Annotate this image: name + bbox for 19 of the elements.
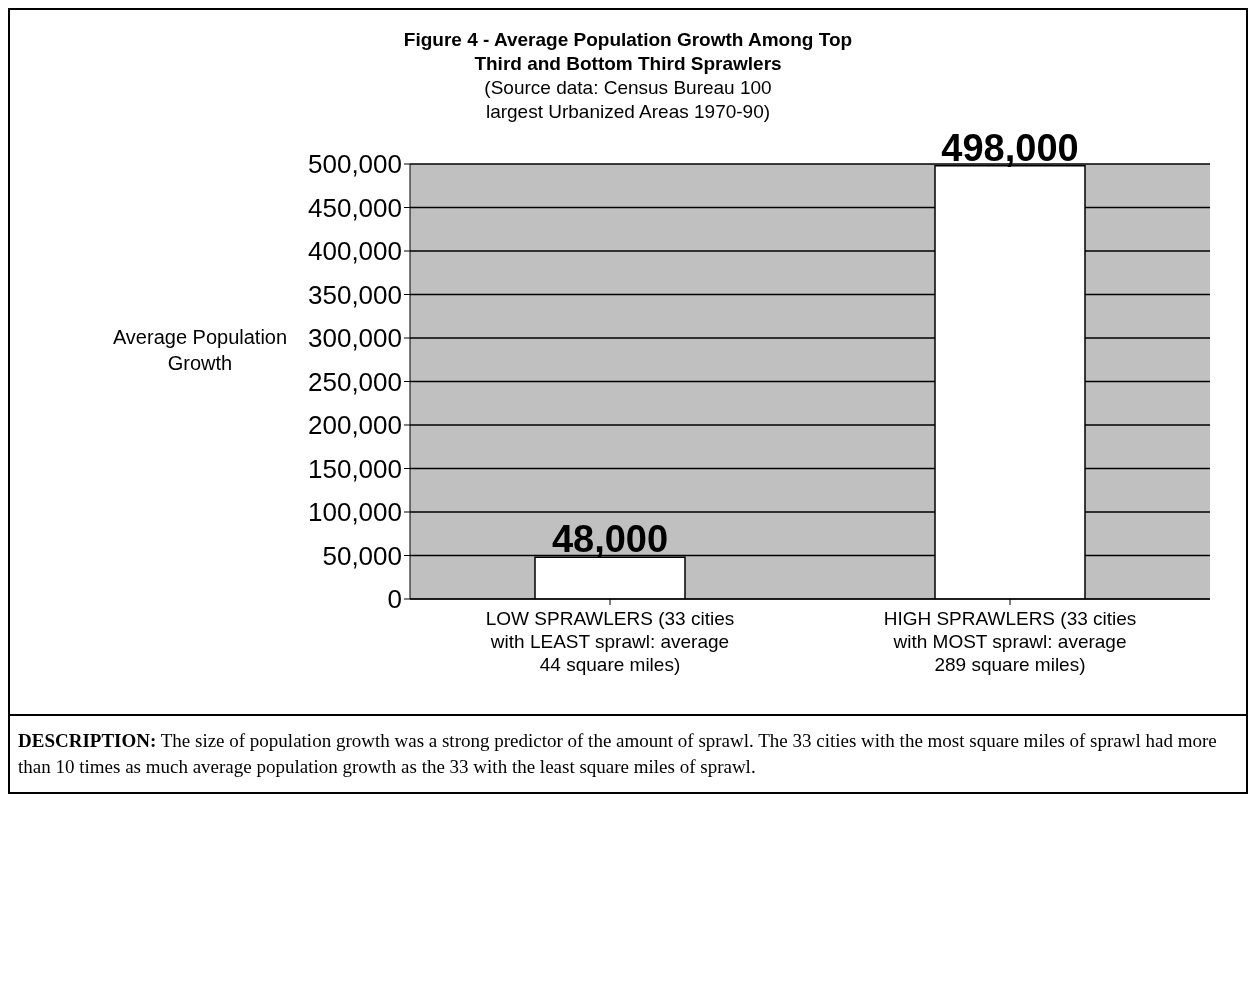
chart-subtitle: (Source data: Census Bureau 100 largest Urbanized Areas 1970-90) <box>483 76 773 124</box>
chart-title: Figure 4 - Average Population Growth Among Top Third and Bottom Third Sprawlers <box>403 28 853 76</box>
data-label: 498,000 <box>941 126 1079 169</box>
y-tick-label: 0 <box>387 584 402 615</box>
y-tick-label: 50,000 <box>322 540 402 571</box>
data-label: 48,000 <box>551 518 669 561</box>
y-tick-label: 350,000 <box>308 279 402 310</box>
y-tick-label: 500,000 <box>308 149 402 180</box>
y-tick-label: 150,000 <box>308 453 402 484</box>
y-tick-label: 100,000 <box>308 497 402 528</box>
y-tick-label: 300,000 <box>308 323 402 354</box>
y-axis-title: Average Population Growth <box>111 325 289 376</box>
text: DESCRIPTION: The size of population growth was a strong predictor of the amount of sprawl. The 33 cities with the most square miles of sprawl had more than 10 times as much average population growth as the 33 with the least square miles of sprawl. <box>10 714 1246 792</box>
x-tick-label: LOW SPRAWLERS (33 cities with LEAST sprawl: average 44 square miles) <box>485 608 735 675</box>
x-tick-label: HIGH SPRAWLERS (33 cities with MOST sprawl: average 289 square miles) <box>883 608 1137 675</box>
y-tick-label: 450,000 <box>308 192 402 223</box>
y-tick-label: 200,000 <box>308 410 402 441</box>
y-tick-label: 250,000 <box>308 366 402 397</box>
y-tick-label: 400,000 <box>308 236 402 267</box>
